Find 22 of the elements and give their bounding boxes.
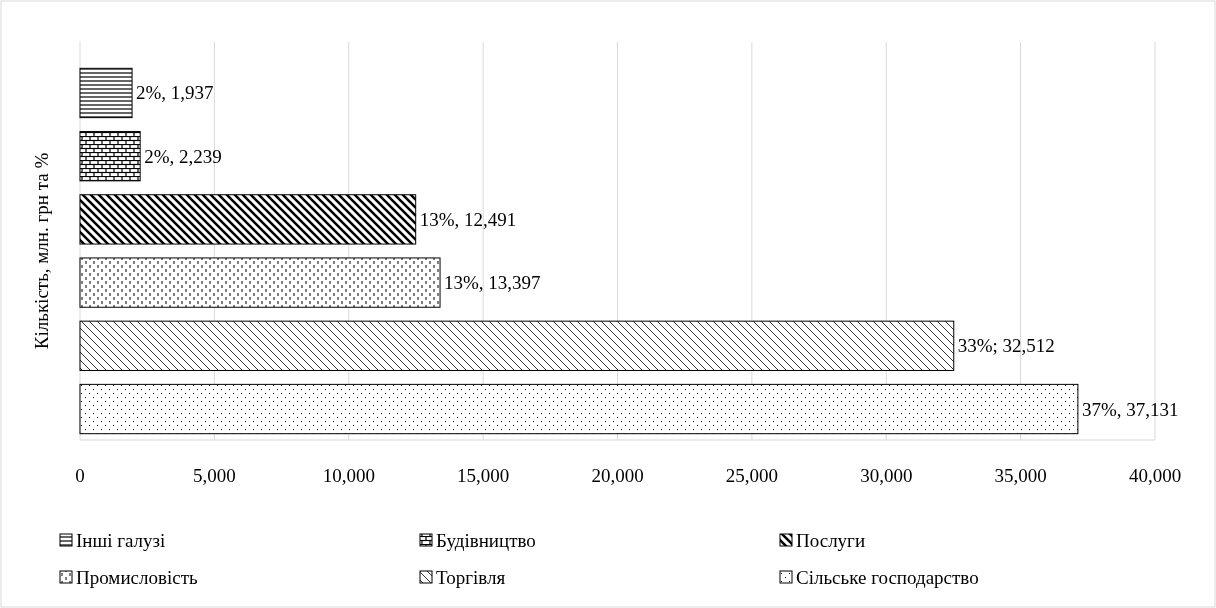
data-label: 13%, 13,397: [444, 272, 541, 294]
legend-label: Будівництво: [436, 529, 536, 551]
x-tick-label: 10,000: [322, 465, 375, 486]
legend-label: Інші галузі: [76, 529, 166, 551]
x-tick-label: 30,000: [860, 465, 913, 486]
y-axis-title: Кількість, млн. грн та %: [31, 152, 52, 350]
data-label: 2%, 2,239: [144, 145, 222, 167]
data-label: 33%; 32,512: [957, 335, 1055, 357]
data-label: 13%, 12,491: [419, 208, 517, 230]
x-tick-label: 0: [75, 465, 85, 486]
legend-label: Сільське господарство: [796, 566, 979, 588]
x-tick-label: 20,000: [591, 465, 644, 486]
x-tick-label: 15,000: [457, 465, 510, 486]
legend-label: Торгівля: [436, 566, 506, 588]
legend-label: Промисловість: [76, 566, 198, 588]
x-tick-label: 40,000: [1128, 465, 1182, 486]
legend-label: Послуги: [796, 529, 866, 551]
x-tick-label: 35,000: [994, 465, 1047, 486]
data-label: 2%, 1,937: [136, 82, 214, 104]
data-label: 37%, 37,131: [1081, 398, 1179, 420]
x-tick-label: 25,000: [725, 465, 778, 486]
x-tick-label: 5,000: [193, 465, 236, 486]
